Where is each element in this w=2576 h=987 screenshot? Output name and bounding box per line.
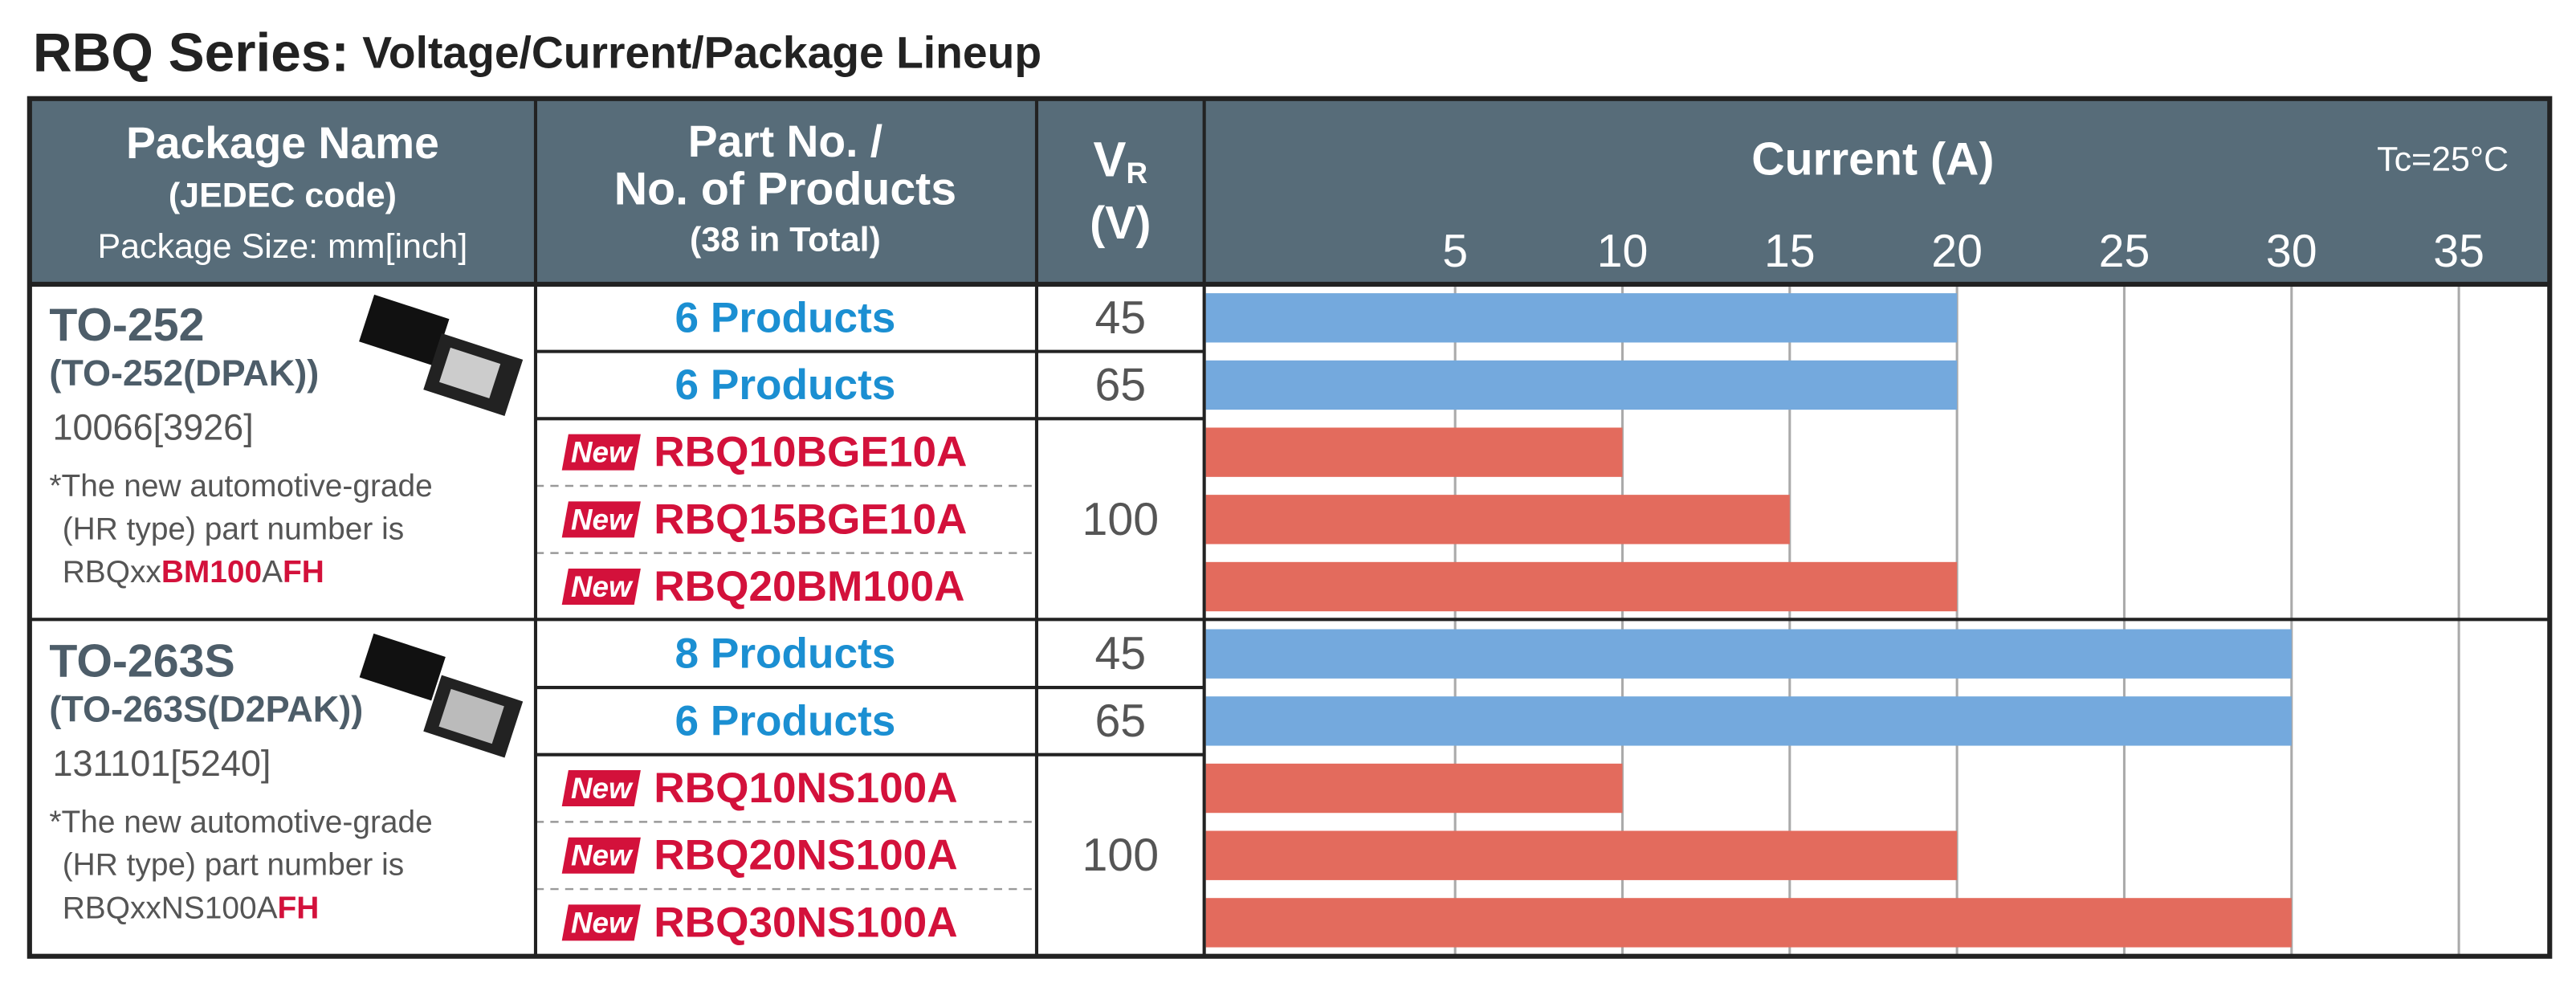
bar: [1205, 629, 2292, 679]
condition: Tc=25°C: [2377, 140, 2509, 178]
part-number: RBQ15BGE10A: [654, 496, 967, 543]
bar: [1205, 763, 1623, 814]
x-tick-label: 25: [2099, 226, 2150, 277]
new-badge: [561, 434, 641, 471]
header-text: Package Name: [126, 118, 439, 168]
voltage: 65: [1094, 359, 1146, 410]
voltage: 45: [1094, 292, 1146, 344]
header-text: Package Size: mm[inch]: [98, 227, 468, 266]
package-name: TO-252: [49, 300, 204, 351]
part-format-segment: A: [262, 554, 283, 589]
package-size: 131101[5240]: [52, 743, 271, 784]
new-badge-text: New: [571, 570, 634, 603]
bar: [1205, 561, 1958, 612]
voltage: 45: [1094, 628, 1146, 679]
part-format-segment: FH: [283, 554, 324, 589]
part-format: RBQxxNS100AFH: [63, 891, 320, 925]
voltage-symbol: V: [1094, 132, 1127, 187]
new-badge-text: New: [571, 503, 634, 536]
header-text: (JEDEC code): [169, 176, 397, 214]
x-tick-label: 35: [2433, 226, 2484, 277]
product-count: 6 Products: [675, 294, 896, 341]
product-count: 8 Products: [675, 630, 896, 678]
part-format-segment: BM100: [161, 554, 262, 589]
bar: [1205, 898, 2292, 948]
new-badge-text: New: [571, 839, 634, 872]
new-badge-text: New: [571, 436, 634, 469]
new-badge: [561, 568, 641, 606]
bar: [1205, 696, 2292, 746]
header-text: (38 in Total): [690, 221, 881, 259]
header-text: No. of Products: [614, 163, 956, 214]
product-count: 6 Products: [675, 361, 896, 409]
package-size: 10066[3926]: [52, 406, 253, 447]
part-format: RBQxxBM100AFH: [63, 554, 324, 589]
note: *The new automotive-grade: [49, 805, 432, 839]
new-badge: [561, 904, 641, 941]
jedec-code: (TO-252(DPAK)): [49, 353, 319, 394]
header-text: (V): [1090, 198, 1151, 249]
package-name: TO-263S: [49, 635, 234, 687]
x-tick-label: 30: [2266, 226, 2317, 277]
part-format-segment: RBQxx: [63, 554, 162, 589]
part-number: RBQ20BM100A: [654, 563, 964, 610]
bar: [1205, 830, 1958, 880]
header-text: Part No. /: [688, 116, 882, 166]
new-badge: [561, 501, 641, 538]
title: RBQ Series: Voltage/Current/Package Lineu…: [33, 22, 1041, 83]
table-lines: [26, 96, 2553, 959]
table-body: TO-252(TO-252(DPAK)) 10066[3926] *The new …: [49, 283, 2460, 956]
x-tick-label: 15: [1764, 226, 1816, 277]
voltage: 65: [1094, 695, 1146, 747]
voltage: 100: [1082, 494, 1160, 545]
x-tick-label: 20: [1931, 226, 1983, 277]
part-number: RBQ20NS100A: [654, 832, 957, 879]
part-format-segment: RBQxxNS100A: [63, 891, 278, 925]
part-number: RBQ10NS100A: [654, 765, 957, 812]
package-image: [359, 294, 524, 758]
part-number: RBQ10BGE10A: [654, 429, 967, 476]
note: *The new automotive-grade: [49, 469, 432, 504]
bar: [1205, 360, 1958, 410]
title-sub: Voltage/Current/Package Lineup: [362, 27, 1041, 77]
bar: [1205, 495, 1790, 544]
bar: [1205, 427, 1623, 477]
title-main: RBQ Series:: [33, 22, 349, 83]
header-text: Current (A): [1751, 133, 1994, 185]
header-band: [29, 98, 2550, 284]
new-badge: [561, 770, 641, 807]
part-format-segment: FH: [278, 891, 320, 925]
header-text: VR: [1094, 132, 1148, 189]
jedec-code: (TO-263S(D2PAK)): [49, 688, 363, 729]
table-border: [26, 96, 2553, 959]
new-badge: [561, 837, 641, 874]
new-badge-text: New: [571, 906, 634, 939]
voltage: 100: [1082, 830, 1160, 881]
header: Package Name (JEDEC code) Package Size: …: [98, 116, 2509, 266]
x-tick-label: 5: [1442, 226, 1468, 277]
note: (HR type) part number is: [63, 512, 404, 546]
product-count: 6 Products: [675, 697, 896, 744]
part-number: RBQ30NS100A: [654, 899, 957, 946]
new-badge-text: New: [571, 772, 634, 805]
voltage-subscript: R: [1126, 156, 1147, 189]
bar: [1205, 293, 1958, 343]
note: (HR type) part number is: [63, 848, 404, 883]
x-tick-label: 10: [1597, 226, 1649, 277]
